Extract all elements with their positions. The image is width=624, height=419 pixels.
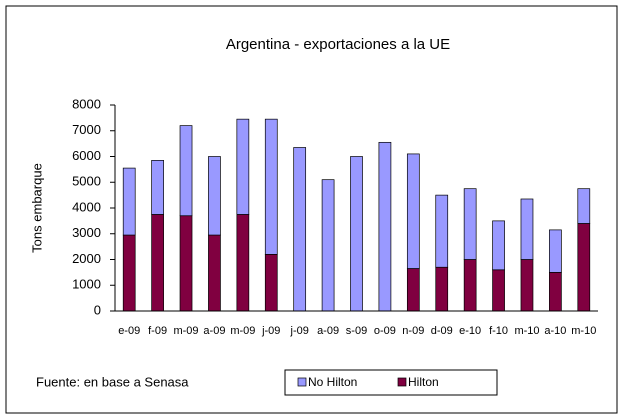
bar-segment bbox=[406, 268, 420, 312]
bar-segment bbox=[520, 259, 534, 312]
bar-segment bbox=[435, 266, 449, 312]
x-tick-label: a-10 bbox=[544, 325, 566, 337]
bar-segment bbox=[577, 188, 591, 224]
x-tick-label: a-09 bbox=[203, 325, 225, 337]
bar-segment bbox=[264, 254, 278, 312]
legend-label: No Hilton bbox=[308, 375, 357, 389]
bar-segment bbox=[549, 229, 562, 273]
x-tick-label: m-09 bbox=[173, 325, 198, 337]
bar-segment bbox=[179, 215, 193, 312]
x-tick-label: j-09 bbox=[290, 325, 309, 337]
legend-swatch bbox=[297, 377, 307, 387]
bar-segment bbox=[293, 147, 307, 312]
bar-segment bbox=[577, 223, 591, 312]
y-tick-label: 8000 bbox=[72, 96, 101, 111]
bar-segment bbox=[463, 188, 477, 260]
bar-segment bbox=[151, 214, 164, 312]
bar-segment bbox=[208, 156, 221, 236]
y-tick-label: 7000 bbox=[72, 122, 101, 137]
y-axis-label: Tons embarque bbox=[29, 163, 44, 253]
legend-swatch bbox=[397, 377, 407, 387]
bar-segment bbox=[208, 234, 221, 312]
x-tick-label: n-09 bbox=[402, 325, 424, 337]
y-tick-label: 3000 bbox=[72, 225, 101, 240]
x-tick-label: f-09 bbox=[148, 325, 167, 337]
bar-segment bbox=[463, 259, 477, 312]
x-tick-label: s-09 bbox=[346, 325, 367, 337]
bar-segment bbox=[435, 194, 449, 268]
x-tick-label: f-10 bbox=[489, 325, 508, 337]
source-note: Fuente: en base a Senasa bbox=[36, 374, 189, 389]
x-tick-label: d-09 bbox=[431, 325, 453, 337]
bar-segment bbox=[350, 156, 363, 312]
chart-border bbox=[5, 5, 618, 414]
bar-segment bbox=[179, 125, 193, 217]
bar-segment bbox=[236, 214, 250, 312]
bar-segment bbox=[236, 118, 250, 215]
bar-segment bbox=[492, 269, 505, 312]
legend-box bbox=[284, 369, 498, 396]
x-tick-label: m-10 bbox=[514, 325, 539, 337]
bar-segment bbox=[520, 198, 534, 260]
y-tick-label: 4000 bbox=[72, 199, 101, 214]
x-tick-label: m-10 bbox=[571, 325, 596, 337]
x-tick-label: e-10 bbox=[459, 325, 481, 337]
y-tick-label: 2000 bbox=[72, 251, 101, 266]
y-tick-label: 5000 bbox=[72, 174, 101, 189]
legend-label: Hilton bbox=[408, 375, 439, 389]
bar-segment bbox=[151, 160, 164, 215]
bar-segment bbox=[122, 167, 136, 236]
x-tick-label: e-09 bbox=[118, 325, 140, 337]
chart-title: Argentina - exportaciones a la UE bbox=[226, 36, 450, 53]
bar-segment bbox=[321, 179, 335, 312]
bar-segment bbox=[406, 153, 420, 269]
x-tick-label: o-09 bbox=[374, 325, 396, 337]
bar-segment bbox=[549, 272, 562, 312]
x-tick-label: a-09 bbox=[317, 325, 339, 337]
bar-segment bbox=[378, 141, 392, 312]
bar-segment bbox=[122, 234, 136, 312]
y-tick-label: 1000 bbox=[72, 277, 101, 292]
y-tick-label: 6000 bbox=[72, 148, 101, 163]
x-tick-label: m-09 bbox=[230, 325, 255, 337]
bar-segment bbox=[492, 220, 505, 271]
x-tick-label: j-09 bbox=[261, 325, 280, 337]
bar-segment bbox=[264, 118, 278, 255]
y-tick-label: 0 bbox=[94, 302, 101, 317]
